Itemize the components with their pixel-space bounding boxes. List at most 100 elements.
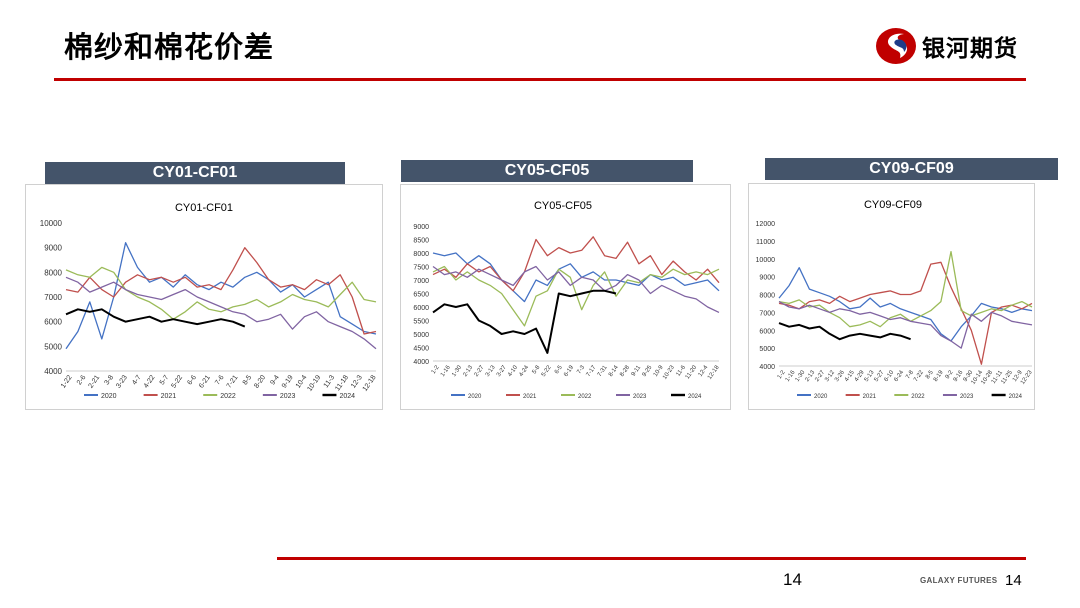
y-tick-label: 9000: [413, 224, 429, 231]
x-tick-label: 5-22: [541, 364, 553, 378]
series-line-2021: [432, 236, 720, 292]
y-tick-label: 4000: [44, 367, 62, 376]
chart-1: CY01-CF01 10000 9000 8000 7000 6000 5000 4000 1-…: [25, 184, 383, 410]
x-tick-label: 3-8: [104, 374, 116, 386]
galaxy-futures-logo-icon: [876, 28, 916, 64]
x-tick-label: 1-22: [60, 374, 74, 390]
x-tick-label: 6-24: [893, 369, 905, 383]
series-line-2024: [778, 322, 911, 341]
y-tick-label: 7000: [413, 278, 429, 285]
y-tick-label: 7000: [759, 310, 775, 317]
y-tick-label: 4000: [413, 359, 429, 366]
chart-1-svg: CY01-CF01 10000 9000 8000 7000 6000 5000 40001-…: [40, 202, 378, 400]
chart-2-header: CY05-CF05: [401, 160, 693, 182]
y-tick-label: 6000: [44, 318, 62, 327]
x-tick-label: 1-30: [451, 364, 463, 378]
series-line-2023: [432, 265, 720, 313]
y-tick-label: 8000: [759, 293, 775, 300]
chart-title: CY09-CF09: [864, 199, 922, 211]
legend-label-2021: 2021: [523, 394, 537, 400]
y-tick-label: 4000: [759, 364, 775, 371]
x-tick-label: 4-10: [507, 364, 519, 378]
page-title: 棉纱和棉花价差: [64, 30, 275, 64]
x-tick-label: 9-19: [281, 374, 295, 390]
x-tick-label: 7-31: [597, 364, 609, 378]
chart-3: CY09-CF09 12000 11000 10000 9000 8000 7000 6000…: [748, 183, 1035, 410]
series-line-2020: [432, 252, 720, 303]
x-tick-label: 4-7: [131, 374, 143, 386]
x-tick-label: 9-25: [642, 364, 654, 378]
x-tick-label: 1-2: [777, 369, 787, 380]
series-line-2023: [778, 301, 1033, 349]
x-tick-label: 11-25: [1000, 369, 1014, 385]
x-tick-label: 3-27: [496, 364, 508, 378]
x-tick-label: 7-8: [905, 369, 915, 380]
y-tick-label: 7500: [413, 265, 429, 272]
x-tick-label: 5-8: [532, 364, 542, 375]
x-tick-label: 2-21: [88, 374, 102, 390]
chart-3-header: CY09-CF09: [765, 158, 1058, 180]
series-line-2022: [778, 250, 1033, 328]
chart-title: CY05-CF05: [534, 200, 592, 212]
x-tick-label: 8-5: [242, 374, 254, 386]
x-tick-label: 5-7: [159, 374, 171, 386]
x-tick-label: 1-2: [431, 364, 441, 375]
x-tick-label: 6-6: [186, 374, 198, 386]
x-tick-label: 12-23: [1020, 369, 1034, 386]
x-tick-label: 4-24: [518, 364, 530, 378]
chart-2-svg: CY05-CF05 9000 8500 8000 7500 7000 6500 6000 550…: [413, 200, 721, 400]
x-tick-label: 12-18: [707, 364, 721, 381]
legend-label-2023: 2023: [280, 393, 296, 400]
y-tick-label: 6500: [413, 292, 429, 299]
bottom-divider: [277, 557, 1026, 560]
x-tick-label: 11-20: [685, 364, 699, 380]
series-line-2021: [778, 261, 1033, 365]
x-tick-label: 11-6: [675, 364, 687, 377]
x-tick-label: 1-16: [440, 364, 452, 378]
x-tick-label: 7-21: [226, 374, 240, 390]
y-tick-label: 8500: [413, 238, 429, 245]
x-tick-label: 6-19: [563, 364, 575, 378]
y-tick-label: 6000: [413, 305, 429, 312]
y-tick-label: 9000: [44, 244, 62, 253]
chart-title: CY01-CF01: [175, 202, 233, 214]
y-tick-label: 4500: [413, 346, 429, 353]
legend-label-2022: 2022: [911, 394, 925, 400]
series-line-2022: [432, 265, 720, 327]
legend-label-2020: 2020: [101, 393, 117, 400]
x-tick-label: 4-22: [143, 374, 157, 390]
x-tick-label: 8-14: [608, 364, 620, 378]
series-line-2023: [65, 276, 377, 350]
x-tick-label: 6-21: [198, 374, 212, 390]
chart-2: CY05-CF05 9000 8500 8000 7500 7000 6500 6000 550…: [400, 184, 731, 410]
legend-label-2020: 2020: [814, 394, 828, 400]
legend-label-2021: 2021: [161, 393, 177, 400]
x-tick-label: 9-2: [945, 369, 955, 380]
logo-text: 银河期货: [922, 36, 1018, 62]
legend-label-2021: 2021: [863, 394, 877, 400]
x-tick-label: 9-4: [269, 374, 281, 386]
series-line-2020: [778, 267, 1033, 342]
x-tick-label: 8-20: [253, 374, 267, 390]
x-tick-label: 7-3: [576, 364, 586, 375]
series-line-2024: [65, 308, 246, 328]
y-tick-label: 10000: [40, 219, 63, 228]
x-tick-label: 6-5: [554, 364, 564, 375]
chart-3-svg: CY09-CF09 12000 11000 10000 9000 8000 7000 6000…: [756, 199, 1034, 400]
x-tick-label: 2-13: [462, 364, 474, 378]
y-tick-label: 6000: [759, 328, 775, 335]
x-tick-label: 10-23: [662, 364, 676, 381]
top-divider: [54, 78, 1026, 81]
series-line-2022: [65, 266, 377, 320]
legend-label-2024: 2024: [339, 393, 355, 400]
y-tick-label: 5000: [413, 332, 429, 339]
y-tick-label: 9000: [759, 275, 775, 282]
footer-brand: GALAXY FUTURES: [920, 576, 998, 585]
x-tick-label: 12-18: [362, 374, 378, 393]
page-number: 14: [783, 570, 802, 589]
x-tick-label: 2-6: [76, 374, 88, 386]
y-tick-label: 12000: [756, 221, 776, 228]
y-tick-label: 8000: [44, 268, 62, 277]
y-tick-label: 5000: [44, 342, 62, 351]
series-line-2024: [432, 289, 617, 354]
